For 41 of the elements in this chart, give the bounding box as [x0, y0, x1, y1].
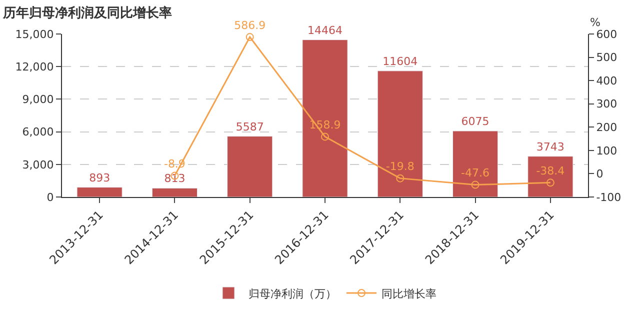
y2-tick-label: -100 [596, 190, 622, 204]
y-tick-label: 0 [46, 190, 54, 204]
y2-tick-label: 300 [596, 98, 618, 111]
y-tick-label: 12,000 [15, 60, 54, 74]
y2-tick-label: 200 [596, 120, 618, 134]
data-label: 5587 [236, 120, 264, 134]
y2-tick-label: 100 [596, 144, 618, 158]
bar [302, 40, 348, 197]
data-label: 11604 [382, 54, 418, 68]
legend-label: 归母净利润（万） [248, 287, 336, 300]
legend-label: 同比增长率 [382, 287, 436, 300]
data-label: 14464 [308, 24, 342, 37]
y2-tick-label: 600 [596, 28, 618, 41]
point [471, 180, 480, 189]
y-tick-label: 3,000 [22, 158, 54, 172]
data-label: -38.4 [536, 164, 565, 178]
bar [76, 187, 122, 197]
y-tick-label: 6,000 [22, 126, 54, 139]
point [246, 33, 254, 42]
chart-title: 历年归母净利润及同比增长率 [2, 5, 172, 22]
bar [377, 70, 423, 197]
y2-tick-label: 0 [596, 168, 604, 181]
y-tick-label: 15,000 [15, 28, 54, 41]
data-label: 893 [89, 171, 110, 184]
bar [528, 156, 574, 197]
point [396, 174, 404, 182]
data-label: 586.9 [234, 18, 266, 32]
point [546, 178, 554, 187]
bar [227, 136, 273, 197]
y2-tick-label: 500 [596, 51, 618, 64]
data-label: 6075 [461, 114, 490, 128]
y2-axis-title: % [590, 16, 600, 29]
bar [152, 188, 198, 197]
bar [452, 130, 498, 197]
data-label: -19.8 [386, 160, 414, 174]
data-label: 813 [164, 172, 186, 186]
data-label: -47.6 [461, 166, 490, 180]
y-tick-label: 9,000 [22, 93, 54, 106]
y2-tick-label: 400 [596, 74, 618, 88]
point [321, 132, 329, 141]
data-label: 3743 [536, 140, 564, 154]
